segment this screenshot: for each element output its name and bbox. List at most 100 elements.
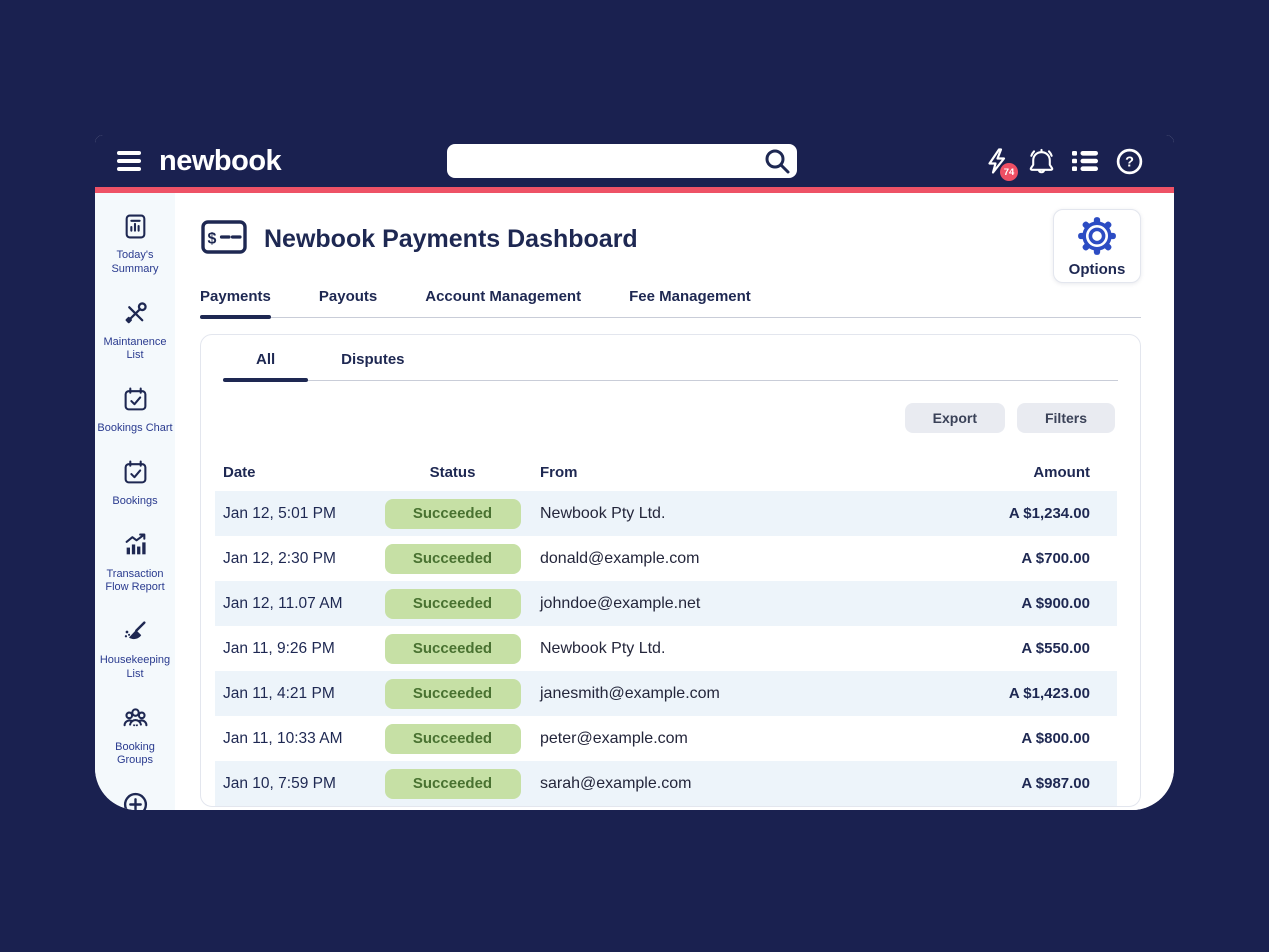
sidebar-item-booking-groups[interactable]: Booking Groups — [95, 705, 175, 769]
row-amount: A $1,423.00 — [1008, 685, 1090, 702]
table-row[interactable]: Jan 12, 11.07 AM Succeeded johndoe@examp… — [215, 581, 1117, 626]
calendar-check-icon — [122, 386, 149, 418]
column-header-amount: Amount — [1033, 463, 1090, 481]
row-amount: A $900.00 — [1021, 595, 1090, 612]
table-header-row: Date Status From Amount — [215, 453, 1117, 491]
sidebar-item-bookings-chart[interactable]: Bookings Chart — [95, 386, 175, 436]
search-input[interactable] — [446, 144, 797, 178]
row-amount: A $700.00 — [1021, 550, 1090, 567]
newbook-logo: newbook — [159, 144, 282, 177]
broom-icon — [122, 618, 149, 650]
notification-badge: 74 — [1000, 163, 1018, 181]
sidebar-item-housekeeping-list[interactable]: Housekeeping List — [95, 618, 175, 682]
row-status: Succeeded — [365, 543, 540, 574]
payments-table: Date Status From Amount Jan 12, 5:01 PM Suc… — [215, 453, 1117, 806]
row-date: Jan 12, 11.07 AM — [223, 594, 343, 612]
row-from: donald@example.com — [540, 549, 700, 567]
status-badge: Succeeded — [384, 588, 521, 619]
export-button[interactable]: Export — [904, 403, 1005, 433]
row-amount: A $987.00 — [1021, 775, 1090, 792]
sidebar-item-add-favourite[interactable]: Add Favourite — [95, 791, 175, 810]
title-row: $ Newbook Payments Dashboard — [200, 209, 1141, 283]
options-label: Options — [1068, 260, 1126, 278]
row-status: Succeeded — [365, 588, 540, 619]
sidebar-item-bookings[interactable]: Bookings — [95, 459, 175, 509]
header-search-area — [281, 144, 962, 178]
status-badge: Succeeded — [384, 678, 521, 709]
table-row[interactable]: Jan 11, 9:26 PM Succeeded Newbook Pty Lt… — [215, 626, 1117, 671]
sub-tabs: All Disputes — [223, 335, 1118, 382]
table-row[interactable]: Jan 12, 5:01 PM Succeeded Newbook Pty Lt… — [215, 491, 1117, 536]
tab-fee-management[interactable]: Fee Management — [629, 288, 751, 305]
row-date: Jan 10, 7:59 PM — [223, 774, 336, 792]
header-icons: 74 ? — [982, 146, 1144, 181]
accent-divider — [95, 187, 1174, 193]
options-button[interactable]: Options — [1053, 209, 1141, 283]
row-status: Succeeded — [365, 498, 540, 529]
gear-icon — [1076, 215, 1118, 260]
svg-text:?: ? — [1125, 154, 1134, 170]
people-group-icon — [122, 705, 149, 737]
row-status: Succeeded — [365, 633, 540, 664]
list-menu-icon[interactable] — [1070, 146, 1100, 176]
row-date: Jan 11, 10:33 AM — [223, 729, 343, 747]
row-from: johndoe@example.net — [540, 594, 701, 612]
sidebar-item-maintanence-list[interactable]: Maintanence List — [95, 300, 175, 364]
main-tabs: Payments Payouts Account Management Fee Man… — [200, 288, 1141, 319]
calendar-check-icon — [122, 459, 149, 491]
row-status: Succeeded — [365, 723, 540, 754]
quick-actions-icon[interactable]: 74 — [982, 146, 1018, 181]
app-header: newbook 74 — [95, 135, 1174, 187]
search-icon[interactable] — [763, 147, 791, 180]
row-from: Newbook Pty Ltd. — [540, 504, 666, 522]
table-row[interactable]: Jan 10, 7:59 PM Succeeded sarah@example.… — [215, 761, 1117, 806]
row-date: Jan 11, 4:21 PM — [223, 684, 335, 702]
page-title: Newbook Payments Dashboard — [264, 225, 638, 253]
row-from: janesmith@example.com — [540, 684, 720, 702]
payments-dashboard-icon: $ — [200, 217, 248, 262]
status-badge: Succeeded — [384, 543, 521, 574]
summary-report-icon — [122, 213, 149, 245]
status-badge: Succeeded — [384, 633, 521, 664]
status-badge: Succeeded — [384, 498, 521, 529]
row-date: Jan 11, 9:26 PM — [223, 639, 335, 657]
row-date: Jan 12, 2:30 PM — [223, 549, 336, 567]
column-header-from: From — [540, 463, 578, 481]
row-status: Succeeded — [365, 768, 540, 799]
main-content: $ Newbook Payments Dashboard — [175, 193, 1174, 810]
column-header-status: Status — [429, 463, 476, 481]
payments-card: All Disputes Export Filters Date Status Fro… — [200, 334, 1141, 807]
plus-circle-icon — [122, 791, 149, 810]
table-row[interactable]: Jan 11, 10:33 AM Succeeded peter@example… — [215, 716, 1117, 761]
chart-growth-icon — [122, 532, 149, 564]
app-window: newbook 74 — [95, 135, 1174, 810]
table-actions: Export Filters — [201, 403, 1115, 433]
tab-payouts[interactable]: Payouts — [318, 288, 378, 305]
hamburger-menu-icon[interactable] — [117, 151, 143, 171]
bell-icon[interactable] — [1026, 146, 1056, 176]
filters-button[interactable]: Filters — [1016, 403, 1115, 433]
sidebar-item-today-s-summary[interactable]: Today's Summary — [95, 213, 175, 277]
svg-text:$: $ — [208, 231, 217, 248]
row-from: Newbook Pty Ltd. — [540, 639, 666, 657]
row-from: sarah@example.com — [540, 774, 692, 792]
subtab-disputes[interactable]: Disputes — [341, 351, 405, 368]
row-amount: A $1,234.00 — [1008, 505, 1090, 522]
help-icon[interactable]: ? — [1114, 146, 1144, 176]
row-date: Jan 12, 5:01 PM — [223, 504, 336, 522]
table-row[interactable]: Jan 12, 2:30 PM Succeeded donald@example… — [215, 536, 1117, 581]
sidebar: Today's Summary Maintanence List Booking… — [95, 193, 175, 810]
row-amount: A $550.00 — [1021, 640, 1090, 657]
row-status: Succeeded — [365, 678, 540, 709]
sidebar-item-transaction-flow-report[interactable]: Transaction Flow Report — [95, 532, 175, 596]
tools-icon — [122, 300, 149, 332]
row-amount: A $800.00 — [1021, 730, 1090, 747]
subtab-all[interactable]: All — [223, 351, 309, 382]
tab-account-management[interactable]: Account Management — [425, 288, 582, 305]
table-row[interactable]: Jan 11, 4:21 PM Succeeded janesmith@exam… — [215, 671, 1117, 716]
column-header-date: Date — [223, 463, 256, 481]
status-badge: Succeeded — [384, 723, 521, 754]
table-body: Jan 12, 5:01 PM Succeeded Newbook Pty Lt… — [215, 491, 1117, 806]
status-badge: Succeeded — [384, 768, 521, 799]
tab-payments[interactable]: Payments — [200, 288, 271, 319]
